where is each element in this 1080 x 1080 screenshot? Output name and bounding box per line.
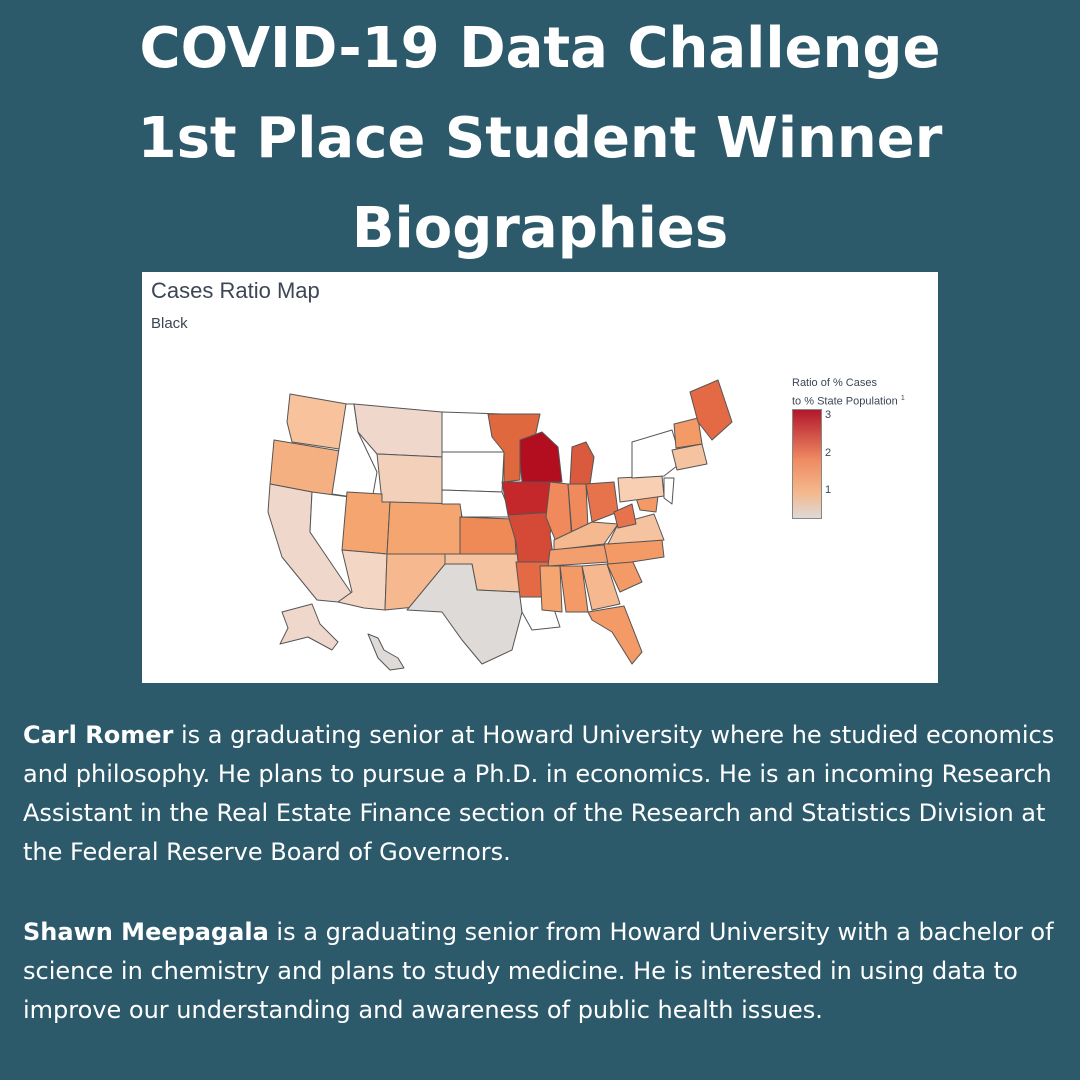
map-state-mn	[487, 413, 541, 483]
map-state-mt	[353, 403, 443, 458]
bio-name: Carl Romer	[23, 721, 174, 749]
map-state-sd	[441, 451, 505, 493]
map-state-ms	[539, 565, 563, 613]
legend-tick-2: 2	[825, 447, 832, 459]
bio-shawn-meepagala: Shawn Meepagala is a graduating senior f…	[23, 913, 1063, 1030]
map-state-me	[689, 379, 733, 441]
bio-carl-romer: Carl Romer is a graduating senior at How…	[23, 716, 1063, 872]
bio-text: is a graduating senior at Howard Univers…	[23, 721, 1055, 866]
legend-tick-3: 3	[825, 409, 832, 421]
map-state-ga	[581, 563, 621, 611]
us-choropleth-map	[267, 379, 733, 671]
map-state-va	[607, 513, 665, 545]
bio-text: is a graduating senior from Howard Unive…	[23, 918, 1054, 1024]
legend-footnote-mark: 1	[900, 395, 905, 402]
map-state-oh	[585, 481, 619, 523]
map-state-wy	[376, 453, 443, 505]
map-state-wi	[519, 431, 563, 483]
map-state-ak	[279, 603, 339, 651]
legend-color-bar	[792, 409, 822, 519]
bio-name: Shawn Meepagala	[23, 918, 269, 946]
headline-line-3: Biographies	[351, 196, 729, 261]
map-state-nj	[663, 477, 675, 505]
map-state-ky	[553, 521, 619, 551]
map-state-ny	[631, 429, 683, 479]
map-state-mi	[569, 441, 595, 485]
map-title: Cases Ratio Map	[151, 278, 320, 303]
map-state-tx	[406, 563, 523, 665]
headline: COVID-19 Data Challenge 1st Place Studen…	[0, 4, 1080, 274]
legend-title-line-2-text: to % State Population	[792, 395, 898, 408]
map-state-wv	[613, 503, 637, 529]
cases-ratio-map-figure: Cases Ratio Map Black Ratio of % Cases t…	[142, 272, 938, 683]
legend-title: Ratio of % Cases to % State Population 1	[792, 376, 905, 410]
map-state-vt-nh	[673, 417, 703, 449]
map-subtitle: Black	[151, 315, 188, 332]
legend-title-line-1: Ratio of % Cases	[792, 377, 877, 389]
legend-tick-1: 1	[825, 484, 832, 496]
map-state-fl	[587, 605, 643, 665]
map-state-wa	[286, 393, 348, 451]
map-state-hi	[367, 633, 405, 671]
legend-title-line-2: to % State Population 1	[792, 391, 905, 410]
map-state-ks	[459, 516, 517, 555]
headline-line-2: 1st Place Student Winner	[137, 106, 943, 171]
map-state-co	[386, 501, 463, 555]
headline-line-1: COVID-19 Data Challenge	[139, 16, 941, 81]
